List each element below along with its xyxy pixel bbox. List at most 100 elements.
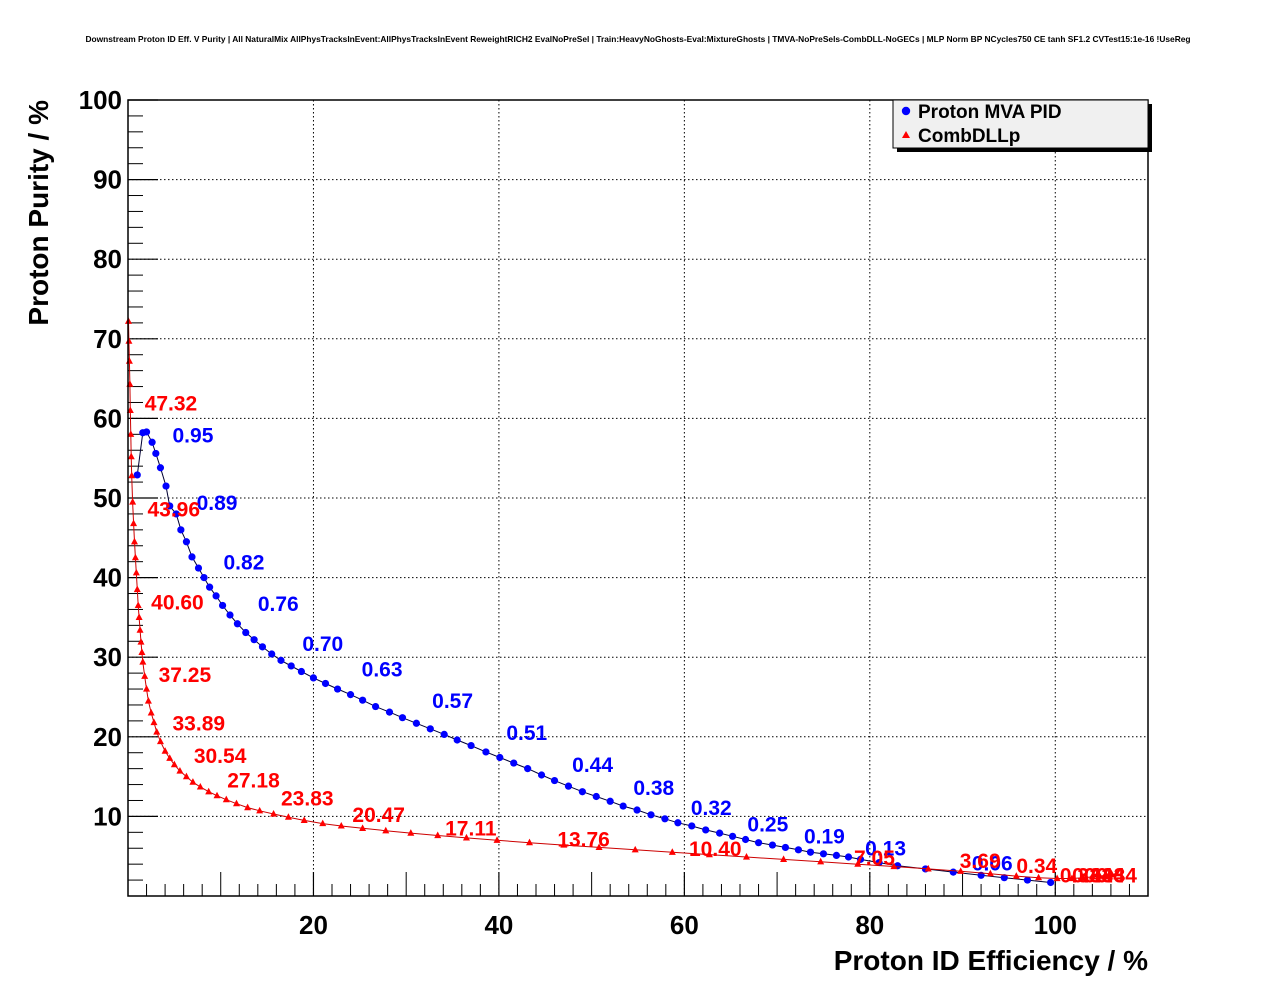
combdll-point xyxy=(1102,871,1110,878)
combdll-threshold-label: 20.47 xyxy=(352,804,405,827)
combdll-point xyxy=(125,357,133,364)
mva-pid-curve xyxy=(136,431,1051,883)
chart-title: Downstream Proton ID Eff. V Purity | All… xyxy=(85,34,1191,44)
combdll-point xyxy=(127,430,135,437)
mva-pid-point xyxy=(496,753,504,762)
combdll-point xyxy=(595,843,603,851)
combdll-point xyxy=(137,638,145,645)
mva-pid-point xyxy=(172,510,180,518)
combdll-threshold-label: 7.05 xyxy=(854,847,895,870)
mva-pid-point xyxy=(550,776,559,785)
combdll-threshold-label: 40.60 xyxy=(151,591,204,614)
combdll-threshold-label: 0.34 xyxy=(1060,864,1101,887)
mva-pid-point xyxy=(309,674,318,682)
combdll-point xyxy=(132,568,140,576)
mva-pid-point xyxy=(385,708,394,716)
mva-pid-point xyxy=(200,574,208,582)
mva-pid-threshold-label: 0.19 xyxy=(804,825,845,848)
axis-ticks xyxy=(128,99,1130,896)
combdll-point xyxy=(1088,872,1096,880)
x-tick-label: 100 xyxy=(1034,910,1077,940)
mva-pid-point xyxy=(346,691,355,699)
mva-pid-point xyxy=(152,449,160,458)
y-tick-label: 70 xyxy=(93,324,122,354)
mva-pid-point xyxy=(819,850,828,858)
mva-pid-point xyxy=(688,822,696,830)
combdll-point xyxy=(153,728,161,735)
combdll-point xyxy=(133,585,141,593)
mva-pid-point xyxy=(537,771,546,779)
mva-pid-threshold-label: 0.44 xyxy=(572,754,613,777)
mva-pid-point xyxy=(806,848,815,856)
combdll-point xyxy=(232,799,240,807)
combdll-point xyxy=(130,519,138,527)
x-tick-label: 80 xyxy=(855,910,884,940)
mva-pid-point xyxy=(467,741,475,750)
combdll-point xyxy=(136,626,144,633)
x-tick-label: 40 xyxy=(484,910,513,940)
combdll-point xyxy=(205,787,213,795)
mva-pid-threshold-label: 0.57 xyxy=(432,690,473,713)
y-tick-label: 20 xyxy=(93,722,122,752)
combdll-point xyxy=(213,791,221,799)
combdll-point xyxy=(139,657,147,665)
mva-pid-point xyxy=(226,611,234,619)
combdll-threshold-label: 0.34 xyxy=(1084,864,1125,887)
mva-pid-point xyxy=(781,843,790,852)
mva-pid-threshold-label: 0.51 xyxy=(506,722,547,745)
mva-pid-point xyxy=(321,679,330,688)
combdll-point xyxy=(705,850,713,858)
combdll-point xyxy=(284,813,292,820)
mva-pid-threshold-label: 0.38 xyxy=(633,777,674,800)
point-labels: 0.95 0.89 0.82 0.760.70 0.63 0.57 0.51 0.44 0.38… xyxy=(145,392,1138,887)
mva-pid-point xyxy=(1047,878,1055,887)
combdll-threshold-label: 47.32 xyxy=(145,392,198,415)
mva-pid-point xyxy=(741,835,750,844)
y-tick-label: 40 xyxy=(93,563,122,593)
mva-pid-point xyxy=(287,662,295,670)
mva-pid-point xyxy=(674,819,682,827)
mva-pid-threshold-label: 0.82 xyxy=(224,552,265,575)
combdll-point xyxy=(135,613,143,620)
mva-pid-point xyxy=(206,583,214,591)
x-tick-label: 20 xyxy=(299,910,328,940)
mva-pid-point xyxy=(453,736,461,744)
combdll-point xyxy=(1035,873,1043,881)
combdll-point xyxy=(128,471,136,479)
mva-pid-point xyxy=(242,628,250,637)
series-layer xyxy=(124,317,1120,887)
mva-pid-point xyxy=(510,759,518,767)
combdll-point xyxy=(1068,874,1076,882)
combdll-point xyxy=(138,648,146,656)
mva-pid-point xyxy=(194,564,203,572)
combdll-threshold-label: 0.34 xyxy=(1072,864,1113,887)
combdll-threshold-label: 0.34 xyxy=(1016,855,1057,878)
mva-pid-point xyxy=(133,471,141,479)
combdll-point xyxy=(924,864,932,872)
mva-pid-threshold-label: 0.89 xyxy=(197,492,238,515)
mva-pid-point xyxy=(268,650,276,658)
combdll-point xyxy=(319,819,327,827)
mva-pid-point xyxy=(482,748,490,756)
mva-pid-point xyxy=(297,667,305,676)
mva-pid-point xyxy=(426,725,434,733)
mva-pid-point xyxy=(177,526,185,534)
combdll-point xyxy=(143,685,151,692)
mva-pid-point xyxy=(875,858,883,867)
mva-pid-threshold-label: 0.25 xyxy=(747,814,788,837)
combdll-point xyxy=(170,760,178,768)
mva-pid-threshold-label: 0.06 xyxy=(972,853,1013,876)
y-tick-label: 80 xyxy=(93,244,122,274)
mva-pid-point xyxy=(440,730,448,739)
mva-pid-point xyxy=(277,656,285,664)
mva-pid-point xyxy=(592,792,600,801)
combdll-point xyxy=(176,767,184,774)
y-tick-label: 50 xyxy=(93,483,122,513)
mva-pid-point xyxy=(333,685,342,693)
combdll-point xyxy=(337,821,345,829)
combdll-threshold-label: 27.18 xyxy=(227,770,280,793)
combdll-point xyxy=(493,836,501,843)
mva-pid-point xyxy=(156,464,165,472)
combdll-point xyxy=(1012,872,1020,879)
mva-pid-threshold-label: 0.95 xyxy=(173,424,214,447)
